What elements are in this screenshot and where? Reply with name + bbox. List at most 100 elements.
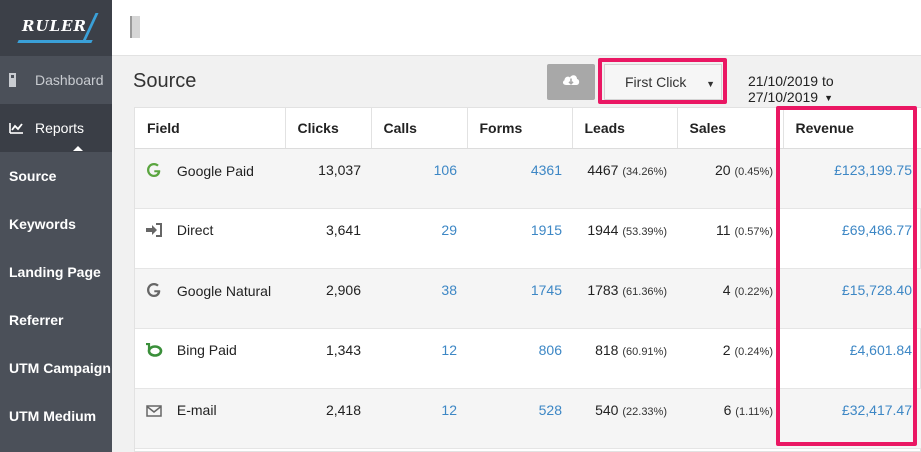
- calls-link[interactable]: 12: [371, 328, 467, 389]
- clicks-cell: 2,418: [285, 388, 371, 449]
- dropdown-triangle-icon: ▼: [824, 93, 833, 103]
- revenue-link[interactable]: £123,199.75: [783, 148, 921, 209]
- revenue-link[interactable]: £15,728.40: [783, 268, 921, 329]
- attribution-model-select[interactable]: First Click ▼: [604, 64, 722, 100]
- sidebar-item-label: Reports: [35, 120, 85, 136]
- column-header-forms[interactable]: Forms: [467, 108, 573, 149]
- sidebar-subitem-label: Referrer: [9, 312, 64, 328]
- leads-cell: 540 (22.33%): [572, 388, 677, 449]
- field-cell: E-mail: [135, 388, 285, 449]
- column-header-clicks[interactable]: Clicks: [285, 108, 372, 149]
- field-label: Bing Paid: [176, 341, 237, 358]
- leads-value: 540: [595, 401, 619, 418]
- sales-cell: 6 (1.11%): [677, 388, 783, 449]
- attribution-model-value: First Click: [625, 74, 687, 90]
- cloud-download-icon: [561, 72, 581, 93]
- calls-link[interactable]: 106: [371, 148, 467, 209]
- leads-percent: (34.26%): [622, 165, 667, 178]
- revenue-link[interactable]: £4,601.84: [783, 328, 921, 389]
- calls-link[interactable]: 38: [371, 268, 467, 329]
- clicks-cell: 2,906: [285, 268, 371, 329]
- sidebar-subitem-utm-campaign[interactable]: UTM Campaign: [0, 344, 112, 392]
- sidebar-item-label: Dashboard: [35, 72, 104, 88]
- sales-percent: (1.11%): [735, 405, 773, 418]
- clicks-cell: 1,343: [285, 328, 371, 389]
- revenue-link[interactable]: £32,417.47: [783, 388, 921, 449]
- leads-percent: (60.91%): [622, 345, 667, 358]
- forms-link[interactable]: 806: [467, 328, 572, 389]
- revenue-link[interactable]: £69,486.77: [783, 208, 921, 269]
- sales-cell: 2 (0.24%): [677, 328, 783, 389]
- forms-link[interactable]: 1915: [467, 208, 572, 269]
- sales-percent: (0.24%): [734, 345, 773, 358]
- sales-percent: (0.45%): [734, 165, 773, 178]
- caret-up-icon: [73, 146, 83, 151]
- sidebar-subitem-utm-medium[interactable]: UTM Medium: [0, 392, 112, 440]
- leads-value: 1783: [587, 281, 619, 298]
- sales-value: 20: [715, 161, 731, 178]
- page-title: Source: [133, 70, 197, 92]
- sales-cell: 11 (0.57%): [677, 208, 783, 269]
- leads-cell: 1944 (53.39%): [572, 208, 677, 269]
- sales-value: 2: [722, 341, 731, 358]
- sidebar-item-dashboard[interactable]: Dashboard: [0, 56, 112, 104]
- attribution-highlight-box: [598, 58, 727, 104]
- sales-value: 6: [723, 401, 732, 418]
- sidebar-item-reports[interactable]: Reports: [0, 104, 112, 152]
- forms-link[interactable]: 4361: [467, 148, 572, 209]
- google-g-icon: [145, 162, 163, 181]
- sales-value: 11: [716, 221, 731, 238]
- column-header-revenue[interactable]: Revenue: [783, 108, 921, 149]
- forms-link[interactable]: 1745: [467, 268, 572, 329]
- field-cell: Bing Paid: [135, 328, 285, 389]
- field-cell: Direct: [135, 208, 285, 269]
- field-cell: Google Natural: [135, 268, 285, 329]
- column-header-field[interactable]: Field: [135, 108, 286, 149]
- leads-value: 4467: [587, 161, 619, 178]
- column-header-leads[interactable]: Leads: [572, 108, 678, 149]
- revenue-highlight-box: [776, 106, 917, 446]
- sales-percent: (0.57%): [734, 225, 773, 238]
- forms-link[interactable]: 528: [467, 388, 572, 449]
- leads-cell: 818 (60.91%): [572, 328, 677, 389]
- leads-percent: (53.39%): [622, 225, 667, 238]
- sidebar-subitem-referrer[interactable]: Referrer: [0, 296, 112, 344]
- sales-value: 4: [722, 281, 731, 298]
- sidebar-subitem-source[interactable]: Source: [0, 152, 112, 200]
- leads-percent: (22.33%): [622, 405, 667, 418]
- date-range-picker[interactable]: 21/10/2019 to 27/10/2019 ▼: [748, 73, 921, 105]
- download-button[interactable]: [547, 64, 595, 100]
- sidebar-subitem-keywords[interactable]: Keywords: [0, 200, 112, 248]
- sign-in-arrow-icon: [145, 222, 163, 240]
- sales-percent: (0.22%): [734, 285, 773, 298]
- sidebar-subitem-label: Source: [9, 168, 57, 184]
- logo-text: RULER: [22, 17, 87, 35]
- field-label: E-mail: [176, 401, 217, 418]
- field-label: Google Natural: [176, 282, 272, 299]
- sales-cell: 20 (0.45%): [677, 148, 783, 209]
- table-row: Bing Paid 1,343 12 806 818 (60.91%) 2 (0…: [135, 328, 921, 389]
- topbar-placeholder: [130, 16, 140, 38]
- sidebar-subitem-label: Keywords: [9, 216, 76, 232]
- sidebar-subitem-landing-page[interactable]: Landing Page: [0, 248, 112, 296]
- dropdown-triangle-icon: ▼: [706, 79, 715, 89]
- table-row: Google Paid 13,037 106 4361 4467 (34.26%…: [135, 148, 921, 209]
- source-table: Field Clicks Calls Forms Leads Sales Rev…: [134, 107, 921, 452]
- column-header-calls[interactable]: Calls: [371, 108, 468, 149]
- table-row: Google Natural 2,906 38 1745 1783 (61.36…: [135, 268, 921, 329]
- dashboard-icon: [9, 73, 25, 87]
- table-row: Direct 3,641 29 1915 1944 (53.39%) 11 (0…: [135, 208, 921, 269]
- bing-icon: [145, 342, 163, 360]
- leads-value: 1944: [587, 221, 619, 238]
- logo-area[interactable]: RULER: [0, 0, 112, 56]
- calls-link[interactable]: 12: [371, 388, 467, 449]
- leads-value: 818: [595, 341, 619, 358]
- line-chart-icon: [9, 122, 25, 134]
- column-header-sales[interactable]: Sales: [677, 108, 784, 149]
- calls-link[interactable]: 29: [371, 208, 467, 269]
- ruler-logo: RULER: [14, 11, 99, 45]
- table-header-row: Field Clicks Calls Forms Leads Sales Rev…: [135, 108, 921, 149]
- logo-underline: [17, 40, 93, 43]
- field-cell: Google Paid: [135, 148, 285, 209]
- sidebar-subitem-label: UTM Medium: [9, 408, 97, 424]
